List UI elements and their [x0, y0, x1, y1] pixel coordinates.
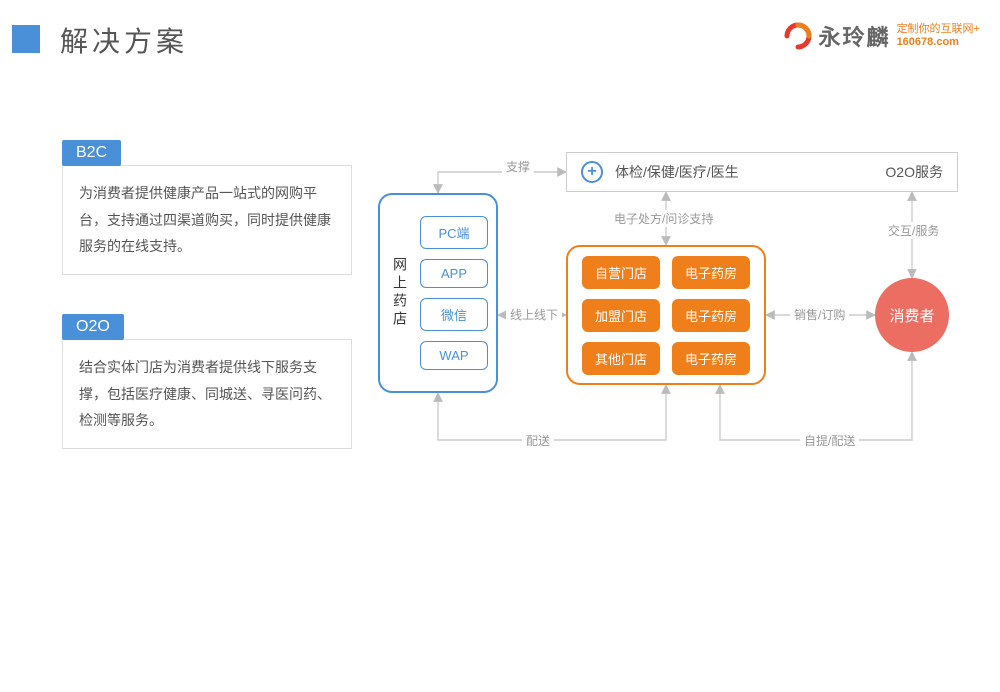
brand-block: 永玲麟 定制你的互联网+ 160678.com: [783, 20, 980, 52]
store-franchise: 加盟门店: [582, 299, 660, 332]
b2c-card: 为消费者提供健康产品一站式的网购平台，支持通过四渠道购买，同时提供健康服务的在线…: [62, 165, 352, 275]
brand-url: 160678.com: [897, 36, 980, 49]
b2c-tag: B2C: [62, 140, 121, 166]
consumer-node: 消费者: [875, 278, 949, 352]
channel-wap: WAP: [420, 341, 488, 370]
channel-wechat: 微信: [420, 298, 488, 331]
edge-label-pickup: 自提/配送: [800, 432, 859, 449]
edge-label-support: 支撑: [502, 158, 534, 175]
services-box: + 体检/保健/医疗/医生 O2O服务: [566, 152, 958, 192]
services-mid-label: 体检/保健/医疗/医生: [615, 162, 739, 182]
pharmacy-box: 网上药店 PC端 APP 微信 WAP: [378, 193, 498, 393]
plus-circle-icon: +: [581, 161, 603, 183]
edge-label-rx: 电子处方/问诊支持: [610, 210, 717, 227]
b2c-block: B2C 为消费者提供健康产品一站式的网购平台，支持通过四渠道购买，同时提供健康服…: [62, 140, 352, 275]
pharmacy-label: 网上药店: [390, 257, 410, 329]
epharm-0: 电子药房: [672, 256, 750, 289]
epharm-1: 电子药房: [672, 299, 750, 332]
o2o-block: O2O 结合实体门店为消费者提供线下服务支撑，包括医疗健康、同城送、寻医问药、检…: [62, 314, 352, 449]
channel-app: APP: [420, 259, 488, 288]
brand-tagline: 定制你的互联网+: [897, 23, 980, 36]
o2o-card: 结合实体门店为消费者提供线下服务支撑，包括医疗健康、同城送、寻医问药、检测等服务…: [62, 339, 352, 449]
epharm-2: 电子药房: [672, 342, 750, 375]
o2o-tag: O2O: [62, 314, 124, 340]
store-other: 其他门店: [582, 342, 660, 375]
title-accent-bar: [12, 25, 40, 53]
edge-label-interact: 交互/服务: [884, 222, 943, 239]
page-title: 解决方案: [60, 20, 188, 60]
edge-label-delivery: 配送: [522, 432, 554, 449]
edge-label-sales: 销售/订购: [790, 306, 849, 323]
channel-pc: PC端: [420, 216, 488, 249]
slide-root: 解决方案 永玲麟 定制你的互联网+ 160678.com B2C 为消费者提供健…: [0, 0, 1000, 692]
brand-logo-icon: [783, 21, 813, 51]
edge-label-onoff: 线上线下: [506, 306, 562, 323]
store-own: 自营门店: [582, 256, 660, 289]
stores-box: 自营门店 电子药房 加盟门店 电子药房 其他门店 电子药房: [566, 245, 766, 385]
services-right-label: O2O服务: [885, 162, 943, 182]
brand-name: 永玲麟: [819, 20, 891, 52]
